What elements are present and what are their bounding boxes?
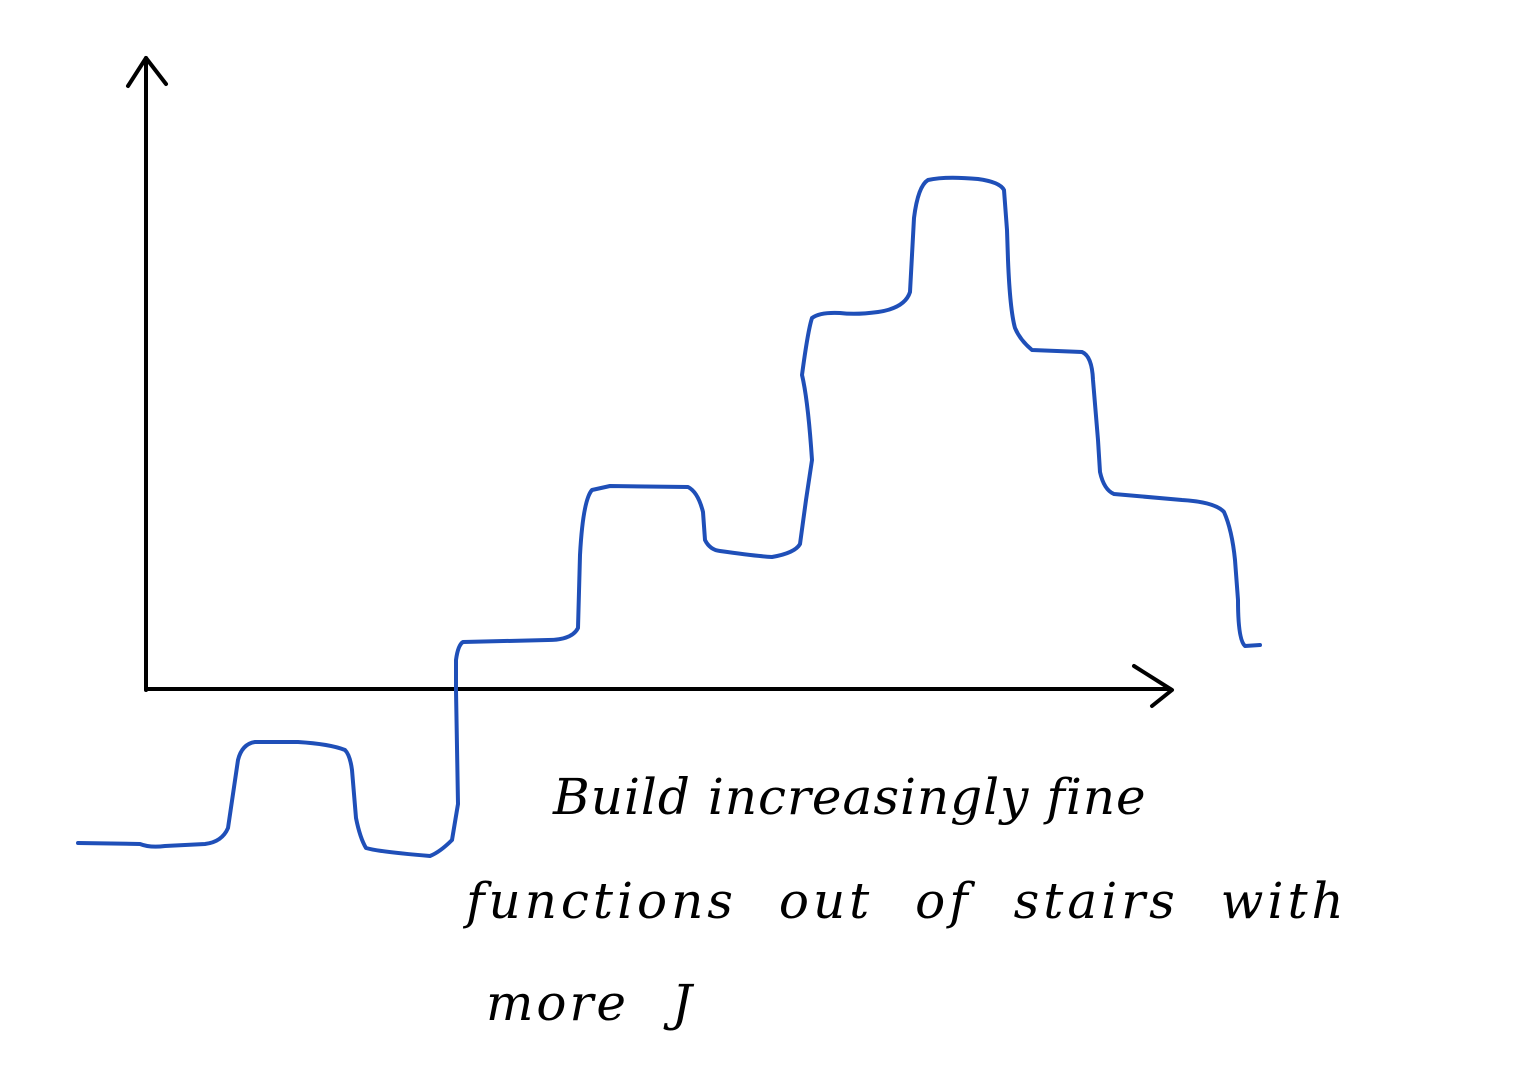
x-axis-arrowhead: [1132, 664, 1174, 708]
caption-line-3: more J: [486, 974, 695, 1032]
stair-function-curve: [76, 175, 1262, 858]
axes: [126, 56, 1174, 708]
caption-line-2: functions out of stairs with: [466, 872, 1348, 930]
y-axis-arrowhead: [126, 56, 168, 88]
caption-line-1: Build increasingly fine: [553, 768, 1147, 826]
